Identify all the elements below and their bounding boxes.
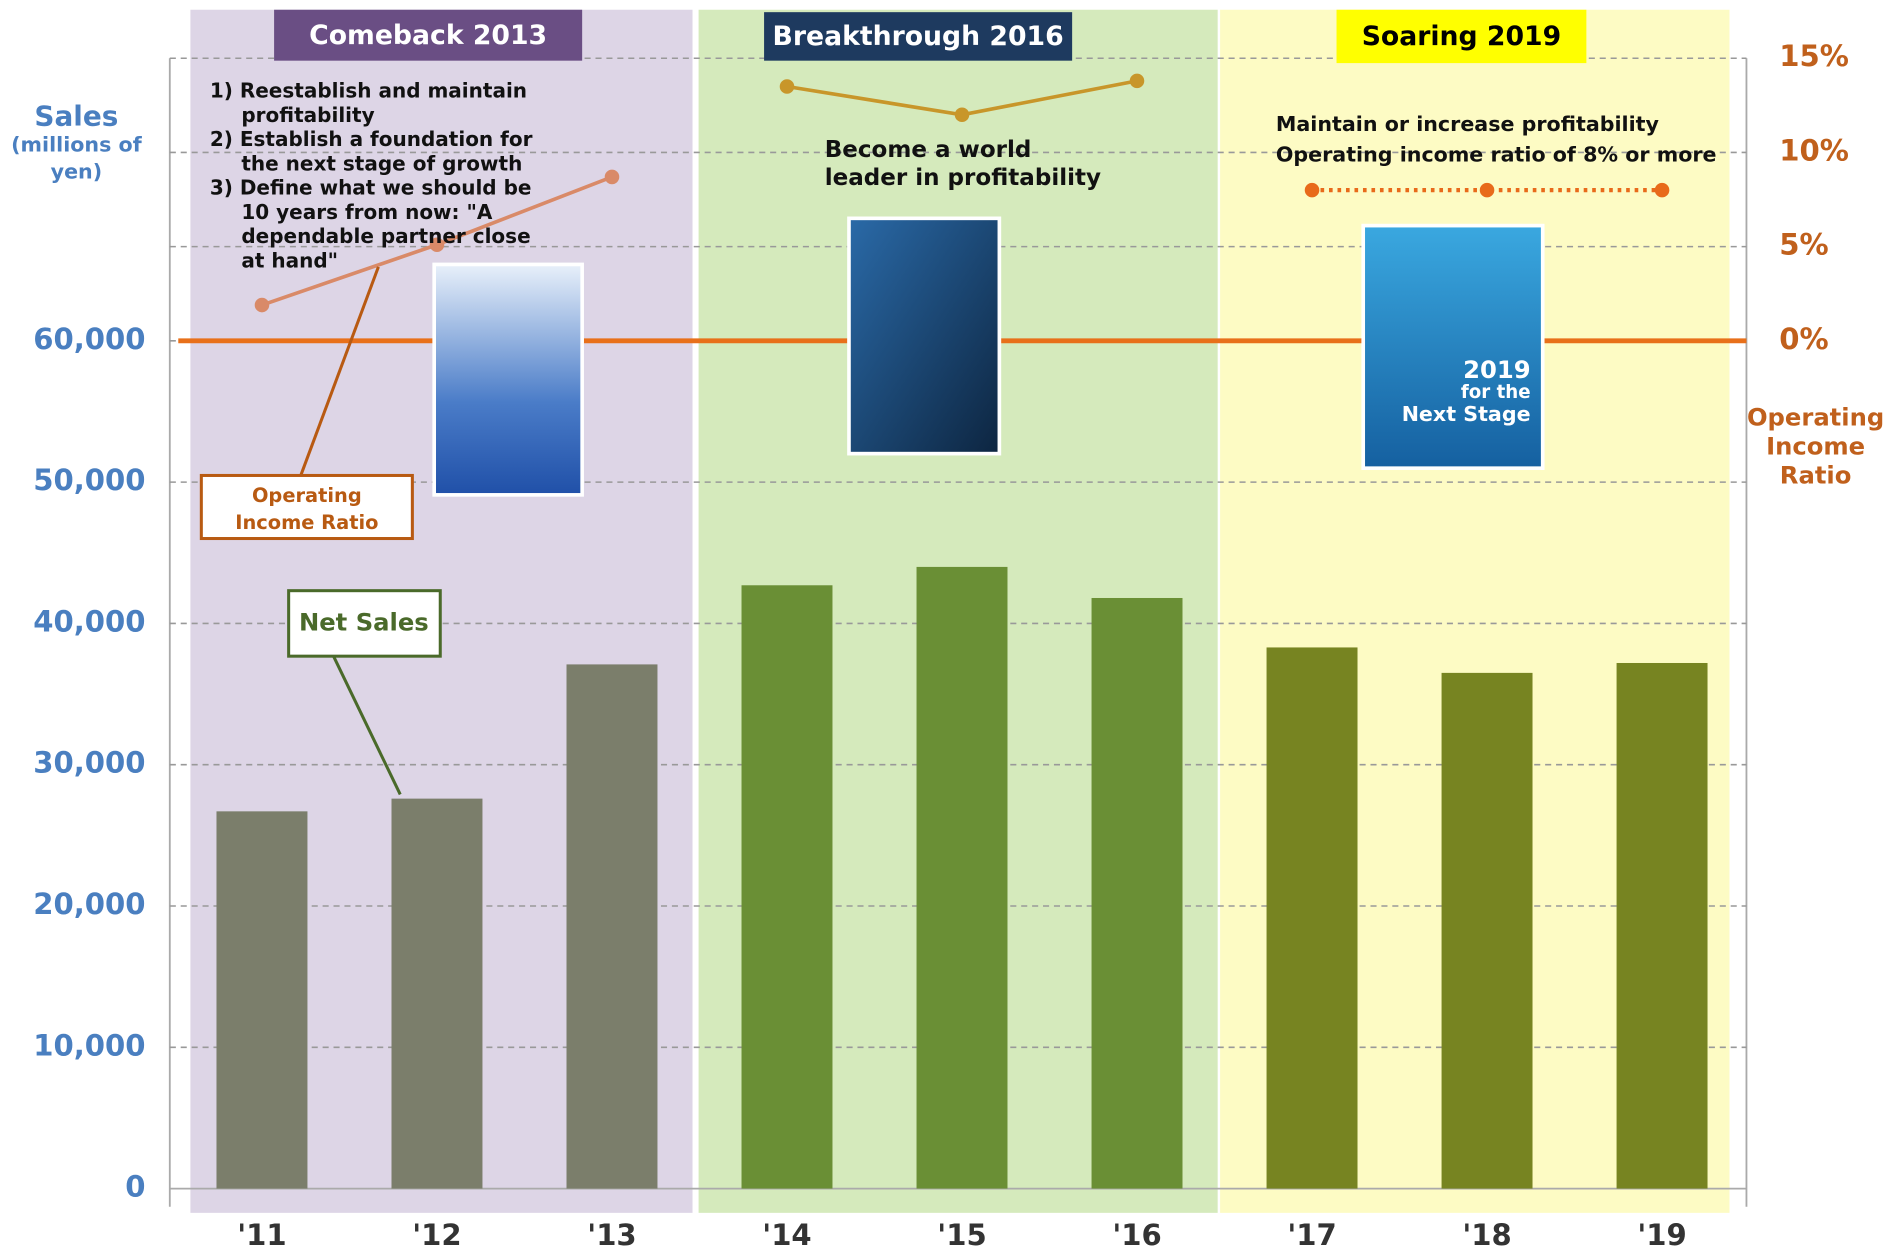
callouts: Operating Income Ratio Net Sales <box>199 266 442 796</box>
x-tick-label: '12 <box>412 1218 461 1250</box>
y-tick-label: 20,000 <box>33 887 145 921</box>
y-axis-label: yen) <box>51 159 103 183</box>
y2-tick-label: 0% <box>1779 322 1828 356</box>
line-point <box>1129 73 1145 89</box>
x-tick-label: '17 <box>1287 1218 1336 1250</box>
x-tick-label: '13 <box>587 1218 636 1250</box>
callout-leader <box>332 655 402 796</box>
poster-text: Next Stage <box>1402 402 1531 426</box>
marks <box>216 73 1708 1189</box>
line-point <box>1479 182 1495 198</box>
line-point <box>779 79 795 94</box>
callout-box <box>199 473 414 541</box>
y-tick-label: 10,000 <box>33 1028 145 1062</box>
bar <box>1091 597 1183 1189</box>
poster-text: 2019 <box>1463 355 1531 384</box>
note: 2) Establish a foundation for <box>210 127 533 151</box>
bar <box>391 798 483 1189</box>
callout-text: Net Sales <box>299 607 429 636</box>
x-tick-label: '11 <box>237 1218 286 1250</box>
note: leader in profitability <box>825 165 1101 191</box>
phase-title: Soaring 2019 <box>1362 21 1561 52</box>
posters <box>432 216 1545 497</box>
y-tick-label: 60,000 <box>33 322 145 356</box>
note: at hand" <box>241 249 338 273</box>
y-tick-label: 40,000 <box>33 604 145 638</box>
note: 3) Define what we should be <box>210 176 532 200</box>
x-tick-label: '18 <box>1462 1218 1511 1250</box>
y2-tick-label: 10% <box>1779 133 1849 167</box>
y2-axis-label: Ratio <box>1780 461 1852 490</box>
line-point <box>1304 182 1320 198</box>
y-tick-label: 50,000 <box>33 463 145 497</box>
poster-text: for the <box>1461 382 1531 403</box>
note: Maintain or increase profitability <box>1276 112 1660 136</box>
phase-title: Breakthrough 2016 <box>773 21 1064 52</box>
line-point <box>1654 182 1670 198</box>
note: dependable partner close <box>241 224 530 248</box>
y2-tick-label: 15% <box>1779 39 1849 73</box>
bar <box>566 664 658 1189</box>
phase-header <box>764 12 1073 61</box>
bar <box>1266 647 1358 1189</box>
bar <box>1616 662 1708 1189</box>
note: 10 years from now: "A <box>241 200 493 224</box>
note: Operating income ratio of 8% or more <box>1276 142 1717 166</box>
bar <box>216 811 308 1189</box>
y-axis-label: Sales <box>34 100 118 133</box>
poster <box>1361 223 1545 471</box>
note: profitability <box>241 103 374 127</box>
line-point <box>254 297 270 313</box>
y2-tick-label: 5% <box>1779 228 1828 262</box>
note: the next stage of growth <box>241 151 522 175</box>
line-point <box>429 237 445 253</box>
bar <box>916 566 1008 1189</box>
poster <box>432 262 584 497</box>
y2-axis-label: Operating <box>1747 402 1884 431</box>
phase-header <box>274 9 583 61</box>
note: 1) Reestablish and maintain <box>210 79 527 103</box>
labels: Comeback 2013 1) Reestablish and maintain… <box>11 9 1884 1250</box>
y2-axis-label: Income <box>1766 432 1865 461</box>
callout-text: Operating Income Ratio <box>235 484 378 534</box>
x-tick-label: '16 <box>1112 1218 1161 1250</box>
poster <box>847 216 1002 456</box>
note: Become a world <box>825 137 1032 163</box>
line-point <box>954 107 970 123</box>
x-tick-label: '14 <box>762 1218 811 1250</box>
y-tick-label: 30,000 <box>33 746 145 780</box>
bar <box>741 585 833 1189</box>
x-tick-label: '19 <box>1637 1218 1686 1250</box>
phase-title: Comeback 2013 <box>309 20 547 51</box>
y-tick-label: 0 <box>125 1170 145 1204</box>
line-point <box>604 169 620 185</box>
y-axis-label: (millions of <box>11 133 143 157</box>
bar <box>1441 672 1533 1189</box>
callout-box <box>287 589 442 658</box>
phase-header <box>1336 9 1587 64</box>
x-tick-label: '15 <box>937 1218 986 1250</box>
callout-leader <box>299 266 380 476</box>
